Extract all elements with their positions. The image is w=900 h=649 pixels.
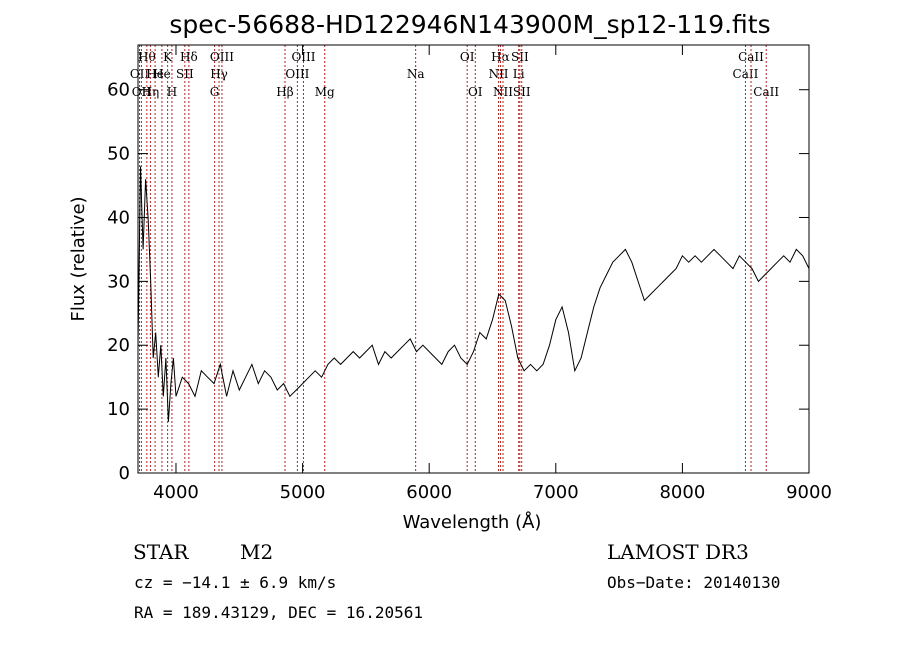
y-axis-ticks: 0 10 20 30 40 50 60	[107, 80, 809, 484]
x-tick-label: 9000	[786, 482, 832, 503]
spectral-line-label: NII	[489, 67, 509, 81]
x-tick-label: 7000	[533, 482, 579, 503]
x-axis-label: Wavelength (Å)	[403, 511, 542, 533]
spectral-line-label: Mg	[315, 85, 335, 99]
spectrum-series-line	[137, 166, 810, 422]
plot-frame	[137, 44, 810, 474]
spectral-line-label: OIII	[210, 50, 234, 64]
spectral-line-label: Hη	[142, 85, 160, 99]
spectral-line-label: Hδ	[180, 50, 198, 64]
object-class: STAR	[133, 540, 189, 564]
spectral-line-label: OIII	[285, 67, 309, 81]
spectral-line-label: He	[146, 67, 164, 81]
y-axis-label: Flux (relative)	[68, 196, 89, 321]
spectral-line-label: K	[163, 50, 173, 64]
x-tick-label: 5000	[280, 482, 326, 503]
spectral-line-label: Hα	[491, 50, 510, 64]
x-tick-label: 6000	[406, 482, 452, 503]
spectral-line-label: OIII	[291, 50, 315, 64]
spectral-line-label: G	[210, 85, 220, 99]
spectral-line-label: H	[167, 85, 177, 99]
spectral-line-label: Hγ	[210, 67, 228, 81]
x-tick-label: 8000	[659, 482, 705, 503]
survey-name: LAMOST DR3	[607, 540, 749, 564]
spectral-line-label: OI	[468, 85, 483, 99]
spectral-line-label: Na	[407, 67, 425, 81]
x-axis-ticks: 4000 5000 6000 7000 8000 9000	[153, 45, 832, 503]
x-tick-label: 4000	[153, 482, 199, 503]
spectral-line-label: CaII	[733, 67, 759, 81]
y-tick-label: 30	[107, 271, 130, 292]
object-subclass: M2	[240, 540, 273, 564]
spectral-line-label: Hθ	[138, 50, 156, 64]
spectral-line-label: Li	[513, 67, 525, 81]
observation-date: Obs−Date: 20140130	[607, 573, 780, 592]
spectral-line-label: SII	[511, 50, 529, 64]
y-tick-label: 0	[119, 463, 130, 484]
spectral-line-label: NII	[493, 85, 513, 99]
y-tick-label: 60	[107, 80, 130, 101]
spectral-line-label: SII	[513, 85, 531, 99]
chart-title: spec-56688-HD122946N143900M_sp12-119.fit…	[169, 10, 770, 39]
redshift-cz: cz = −14.1 ± 6.9 km/s	[134, 573, 336, 592]
spectral-line-label: OII	[130, 67, 150, 81]
spectral-line-label: CaII	[753, 85, 779, 99]
y-tick-label: 20	[107, 335, 130, 356]
spectral-line-label: He	[153, 67, 171, 81]
spectral-line-label: OI	[460, 50, 475, 64]
spectral-line-label: OII	[132, 85, 152, 99]
ra-dec: RA = 189.43129, DEC = 16.20561	[134, 603, 423, 622]
spectral-line-label: Hβ	[276, 85, 293, 99]
y-tick-label: 10	[107, 399, 130, 420]
y-tick-label: 50	[107, 144, 130, 165]
spectral-line-label: CaII	[738, 50, 764, 64]
y-tick-label: 40	[107, 207, 130, 228]
spectral-line-label: SII	[176, 67, 194, 81]
